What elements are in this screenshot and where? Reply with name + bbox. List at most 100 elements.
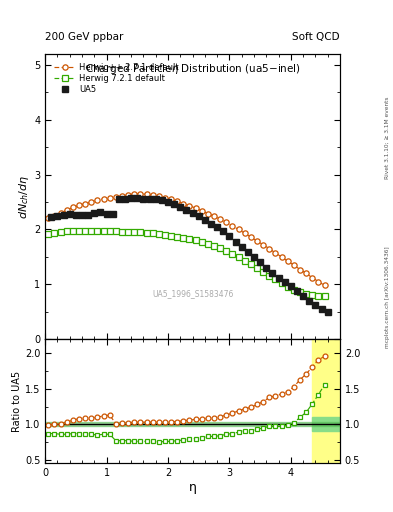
UA5 [86,211,90,218]
Herwig++ 2.7.1 default [285,258,290,264]
Herwig++ 2.7.1 default [273,250,278,256]
Herwig++ 2.7.1 default [126,192,130,198]
UA5 [135,195,140,201]
Herwig 7.2.1 default [156,231,161,238]
Herwig++ 2.7.1 default [138,190,143,197]
Herwig++ 2.7.1 default [230,223,235,229]
UA5 [270,270,275,276]
Herwig 7.2.1 default [187,236,192,242]
Herwig 7.2.1 default [144,230,149,236]
Herwig++ 2.7.1 default [150,192,155,198]
Herwig 7.2.1 default [298,289,302,295]
Herwig 7.2.1 default [218,245,222,251]
UA5 [55,213,60,219]
Herwig 7.2.1 default [150,230,155,237]
UA5 [239,244,244,250]
UA5 [209,221,213,227]
Herwig 7.2.1 default [316,293,321,300]
UA5 [104,211,109,217]
UA5 [288,283,293,289]
Herwig++ 2.7.1 default [261,242,266,248]
Herwig++ 2.7.1 default [199,208,204,214]
Text: mcplots.cern.ch [arXiv:1306.3436]: mcplots.cern.ch [arXiv:1306.3436] [385,246,390,348]
UA5 [202,217,207,223]
Herwig++ 2.7.1 default [304,270,309,276]
Herwig++ 2.7.1 default [236,226,241,232]
Herwig++ 2.7.1 default [58,210,63,216]
UA5 [264,265,269,271]
Herwig++ 2.7.1 default [267,246,272,252]
Herwig 7.2.1 default [206,241,210,247]
UA5 [49,215,54,221]
Herwig++ 2.7.1 default [89,199,94,205]
Herwig 7.2.1 default [77,228,81,234]
Herwig 7.2.1 default [175,234,180,240]
UA5 [307,298,312,304]
Herwig++ 2.7.1 default [144,191,149,197]
Line: Herwig++ 2.7.1 default: Herwig++ 2.7.1 default [46,191,327,288]
Herwig 7.2.1 default [58,228,63,234]
Herwig 7.2.1 default [107,228,112,234]
Herwig 7.2.1 default [285,284,290,290]
Herwig++ 2.7.1 default [316,279,321,285]
UA5 [153,196,158,202]
UA5 [282,279,287,285]
Herwig 7.2.1 default [101,228,106,234]
Line: UA5: UA5 [48,195,331,315]
Herwig 7.2.1 default [46,231,51,237]
Herwig++ 2.7.1 default [193,205,198,211]
Herwig 7.2.1 default [163,232,167,238]
Herwig 7.2.1 default [89,228,94,234]
Herwig 7.2.1 default [273,276,278,283]
UA5 [92,210,97,216]
UA5 [141,196,146,202]
Herwig++ 2.7.1 default [242,230,247,237]
Herwig++ 2.7.1 default [83,201,88,207]
Herwig 7.2.1 default [52,230,57,236]
Herwig 7.2.1 default [70,228,75,234]
Bar [312,417,340,432]
Herwig++ 2.7.1 default [279,254,284,260]
UA5 [147,196,152,202]
Herwig++ 2.7.1 default [187,203,192,209]
UA5 [116,196,121,202]
UA5 [233,239,238,245]
Herwig 7.2.1 default [255,265,259,271]
Herwig++ 2.7.1 default [298,266,302,272]
Herwig++ 2.7.1 default [255,238,259,244]
UA5 [98,209,103,216]
Herwig++ 2.7.1 default [310,274,315,281]
Herwig++ 2.7.1 default [224,219,229,225]
UA5 [184,207,189,214]
Herwig++ 2.7.1 default [52,212,57,219]
UA5 [227,233,232,239]
Herwig 7.2.1 default [248,261,253,267]
Herwig 7.2.1 default [169,233,173,239]
Text: Soft QCD: Soft QCD [292,32,340,42]
X-axis label: η: η [189,481,196,494]
UA5 [252,254,256,260]
Text: 200 GeV ppbar: 200 GeV ppbar [45,32,123,42]
Herwig 7.2.1 default [261,269,266,275]
UA5 [215,224,219,230]
UA5 [196,213,201,219]
Herwig 7.2.1 default [224,248,229,254]
Herwig++ 2.7.1 default [181,201,186,207]
Text: Rivet 3.1.10; ≥ 3.1M events: Rivet 3.1.10; ≥ 3.1M events [385,97,390,180]
UA5 [276,274,281,281]
UA5 [190,210,195,216]
Herwig++ 2.7.1 default [169,196,173,202]
Herwig 7.2.1 default [292,287,296,293]
Herwig++ 2.7.1 default [107,195,112,201]
Herwig 7.2.1 default [322,293,327,300]
Herwig 7.2.1 default [242,258,247,264]
Herwig 7.2.1 default [304,291,309,297]
UA5 [160,197,164,203]
Herwig 7.2.1 default [236,254,241,261]
UA5 [61,211,66,218]
UA5 [166,199,171,205]
Herwig++ 2.7.1 default [70,204,75,210]
UA5 [319,306,324,312]
Herwig 7.2.1 default [230,251,235,257]
Herwig 7.2.1 default [126,228,130,234]
